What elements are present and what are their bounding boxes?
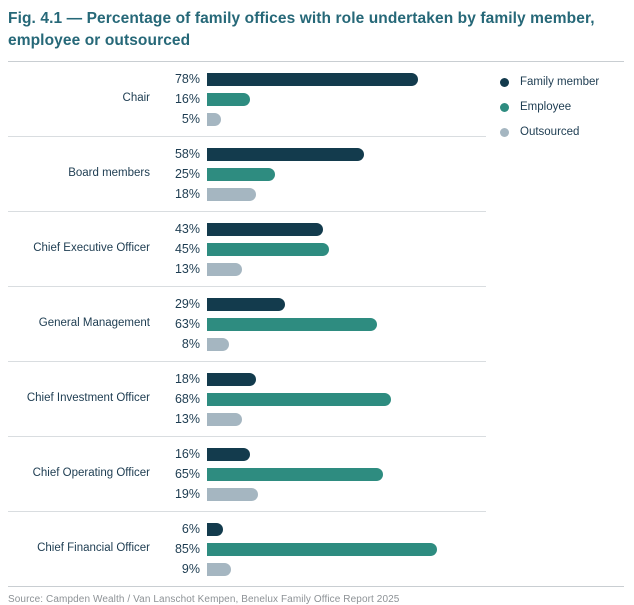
bar-row: 5% bbox=[158, 109, 486, 129]
value-label: 58% bbox=[174, 147, 200, 162]
legend-item: Family member bbox=[500, 76, 624, 88]
value-label: 18% bbox=[174, 372, 200, 387]
role-group: Chair 78% 16% 5% bbox=[8, 62, 486, 138]
legend-dot-icon bbox=[500, 77, 509, 87]
bar-row: 63% bbox=[158, 314, 486, 334]
chart-legend: Family member Employee Outsourced bbox=[500, 76, 624, 151]
figure-title: Fig. 4.1 — Percentage of family offices … bbox=[8, 10, 595, 49]
bar-row: 78% bbox=[158, 69, 486, 89]
bar-family-member bbox=[207, 522, 224, 536]
bar-family-member bbox=[207, 297, 286, 311]
role-group: Chief Financial Officer 6% 85% 9% bbox=[8, 512, 486, 586]
legend-label: Outsourced bbox=[520, 126, 580, 139]
bar-row: 85% bbox=[158, 539, 486, 559]
value-label: 9% bbox=[181, 562, 200, 577]
role-group: Chief Executive Officer 43% 45% 13% bbox=[8, 212, 486, 288]
bar-employee bbox=[207, 392, 391, 406]
legend-dot-icon bbox=[500, 127, 509, 137]
bar-employee bbox=[207, 167, 275, 181]
source-note: Source: Campden Wealth / Van Lanschot Ke… bbox=[8, 594, 400, 605]
value-label: 19% bbox=[174, 487, 200, 502]
bar-employee bbox=[207, 467, 383, 481]
value-label: 78% bbox=[174, 72, 200, 87]
bar-row: 25% bbox=[158, 164, 486, 184]
value-label: 85% bbox=[174, 542, 200, 557]
bar-outsourced bbox=[207, 262, 243, 276]
bar-rows: 29% 63% 8% bbox=[158, 294, 486, 354]
bar-rows: 78% 16% 5% bbox=[158, 69, 486, 129]
category-label: Chief Investment Officer bbox=[26, 392, 150, 405]
value-label: 43% bbox=[174, 222, 200, 237]
bar-family-member bbox=[207, 222, 324, 236]
value-label: 6% bbox=[181, 522, 200, 537]
legend-item: Outsourced bbox=[500, 126, 624, 138]
value-label: 16% bbox=[174, 92, 200, 107]
bar-row: 19% bbox=[158, 484, 486, 504]
bar-row: 68% bbox=[158, 389, 486, 409]
legend-item: Employee bbox=[500, 101, 624, 113]
bar-row: 58% bbox=[158, 144, 486, 164]
value-label: 5% bbox=[181, 112, 200, 127]
bar-outsourced bbox=[207, 412, 243, 426]
bar-outsourced bbox=[207, 487, 259, 501]
bar-row: 18% bbox=[158, 184, 486, 204]
bar-row: 16% bbox=[158, 444, 486, 464]
category-label: Chair bbox=[122, 92, 150, 105]
legend-label: Family member bbox=[520, 76, 600, 89]
value-label: 13% bbox=[174, 262, 200, 277]
bar-row: 16% bbox=[158, 89, 486, 109]
value-label: 65% bbox=[174, 467, 200, 482]
bar-row: 18% bbox=[158, 369, 486, 389]
bar-row: 8% bbox=[158, 334, 486, 354]
chart-content: Chair 78% 16% 5% Board members 58% 25% 18% Chief… bbox=[8, 62, 624, 586]
value-label: 68% bbox=[174, 392, 200, 407]
legend-label: Employee bbox=[520, 101, 572, 114]
bar-outsourced bbox=[207, 187, 256, 201]
role-group: Board members 58% 25% 18% bbox=[8, 137, 486, 213]
role-group: Chief Investment Officer 18% 68% 13% bbox=[8, 362, 486, 438]
value-label: 18% bbox=[174, 187, 200, 202]
value-label: 29% bbox=[174, 297, 200, 312]
category-label: General Management bbox=[38, 317, 150, 330]
role-group: General Management 29% 63% 8% bbox=[8, 287, 486, 363]
bar-rows: 43% 45% 13% bbox=[158, 219, 486, 279]
bar-family-member bbox=[207, 147, 364, 161]
bar-outsourced bbox=[207, 337, 229, 351]
bar-row: 65% bbox=[158, 464, 486, 484]
value-label: 16% bbox=[174, 447, 200, 462]
value-label: 8% bbox=[181, 337, 200, 352]
bar-rows: 18% 68% 13% bbox=[158, 369, 486, 429]
role-group: Chief Operating Officer 16% 65% 19% bbox=[8, 437, 486, 513]
bar-employee bbox=[207, 92, 251, 106]
value-label: 25% bbox=[174, 167, 200, 182]
bar-chart: Chair 78% 16% 5% Board members 58% 25% 18% Chief… bbox=[8, 62, 486, 586]
bar-row: 43% bbox=[158, 219, 486, 239]
bar-outsourced bbox=[207, 112, 221, 126]
bar-family-member bbox=[207, 72, 418, 86]
bar-row: 13% bbox=[158, 409, 486, 429]
bar-row: 13% bbox=[158, 259, 486, 279]
value-label: 45% bbox=[174, 242, 200, 257]
bar-outsourced bbox=[207, 562, 232, 576]
title-divider bbox=[8, 61, 624, 63]
value-label: 63% bbox=[174, 317, 200, 332]
bar-rows: 58% 25% 18% bbox=[158, 144, 486, 204]
bar-family-member bbox=[207, 372, 256, 386]
bar-row: 29% bbox=[158, 294, 486, 314]
bar-rows: 16% 65% 19% bbox=[158, 444, 486, 504]
value-label: 13% bbox=[174, 412, 200, 427]
bar-family-member bbox=[207, 447, 251, 461]
bar-row: 6% bbox=[158, 519, 486, 539]
category-label: Board members bbox=[68, 167, 150, 180]
category-label: Chief Executive Officer bbox=[33, 242, 150, 255]
bar-employee bbox=[207, 317, 378, 331]
category-label: Chief Operating Officer bbox=[32, 467, 150, 480]
bar-rows: 6% 85% 9% bbox=[158, 519, 486, 579]
bar-row: 45% bbox=[158, 239, 486, 259]
legend-dot-icon bbox=[500, 102, 509, 112]
bar-row: 9% bbox=[158, 559, 486, 579]
bar-employee bbox=[207, 242, 329, 256]
